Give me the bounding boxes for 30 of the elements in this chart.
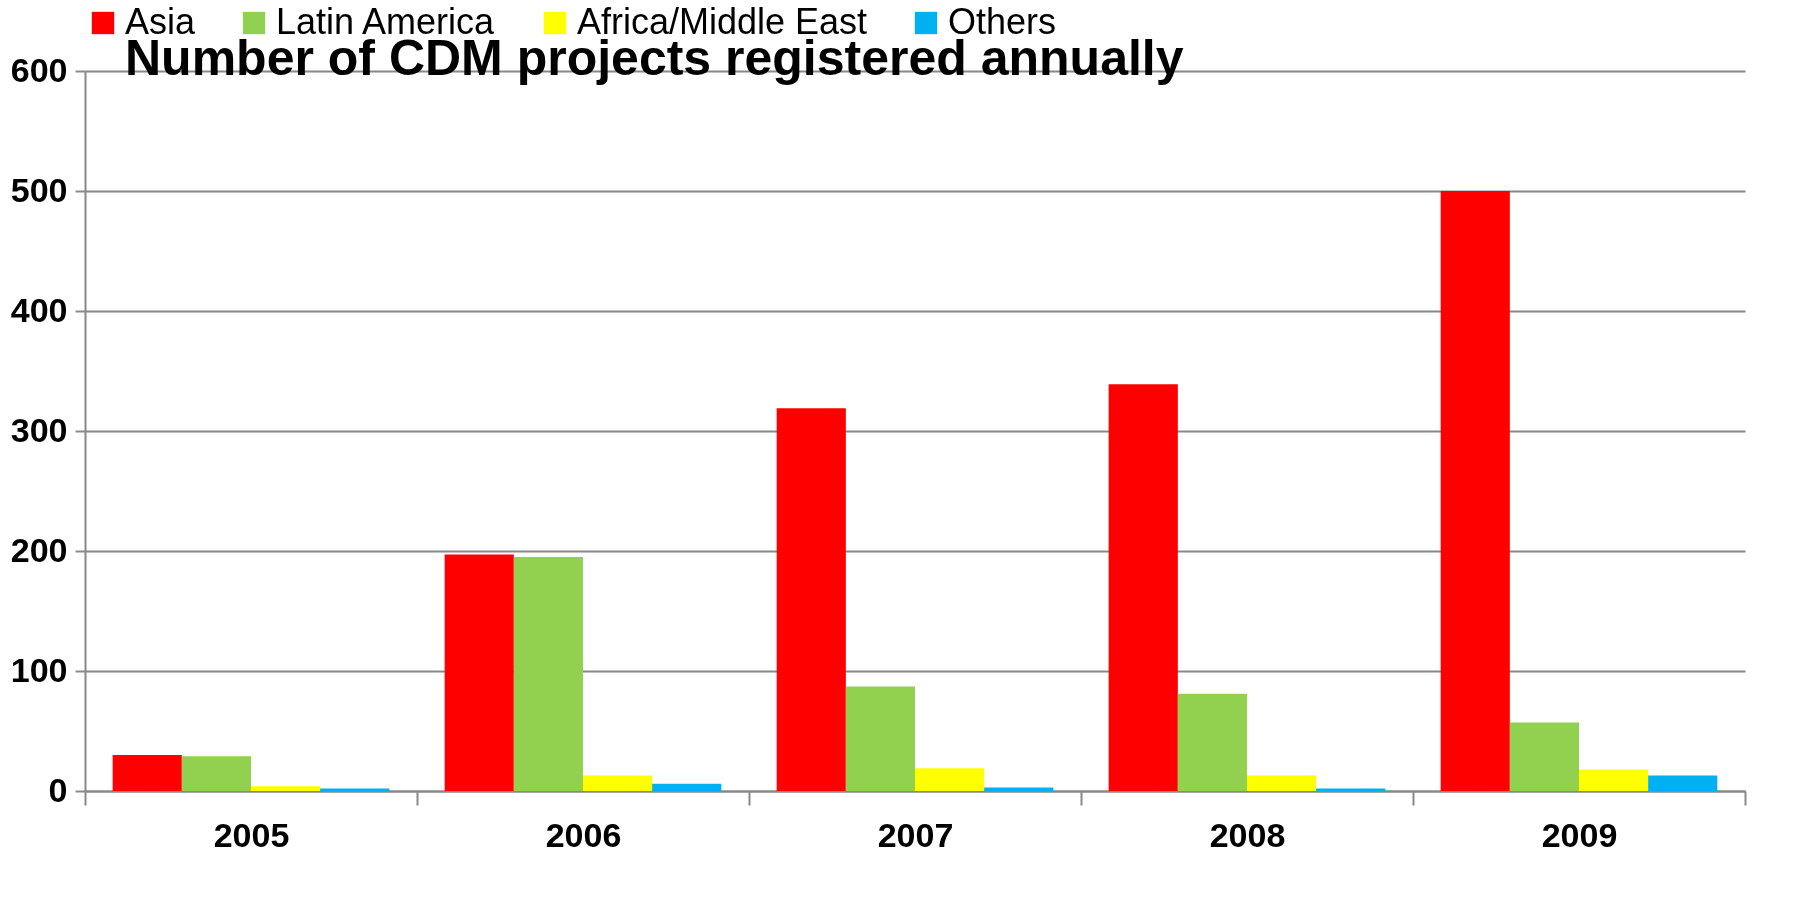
bar: [1648, 775, 1718, 791]
bar: [444, 554, 514, 791]
bar: [1579, 769, 1649, 791]
bar: [1177, 693, 1247, 791]
bar: [1247, 775, 1317, 791]
y-tick-label: 300: [10, 410, 68, 449]
bar: [513, 557, 583, 791]
x-tick-label: 2005: [213, 815, 290, 854]
bar: [181, 756, 251, 791]
bar: [984, 787, 1054, 791]
bar: [1440, 191, 1510, 791]
y-tick-label: 200: [10, 530, 68, 569]
bar: [652, 783, 722, 791]
bar: [583, 775, 653, 791]
bar: [915, 768, 985, 791]
y-tick-label: 100: [10, 650, 68, 689]
x-tick-label: 2007: [877, 815, 954, 854]
bar: [1509, 722, 1579, 791]
y-tick-label: 0: [48, 770, 68, 809]
bar: [845, 686, 915, 791]
y-tick-label: 500: [10, 170, 68, 209]
y-tick-label: 600: [10, 50, 68, 89]
bar: [776, 408, 846, 791]
bar: [112, 755, 182, 791]
x-tick-label: 2009: [1541, 815, 1618, 854]
y-tick-label: 400: [10, 290, 68, 329]
bar: [1108, 384, 1178, 791]
x-tick-label: 2008: [1209, 815, 1286, 854]
x-tick-label: 2006: [545, 815, 622, 854]
bar: [251, 786, 321, 791]
